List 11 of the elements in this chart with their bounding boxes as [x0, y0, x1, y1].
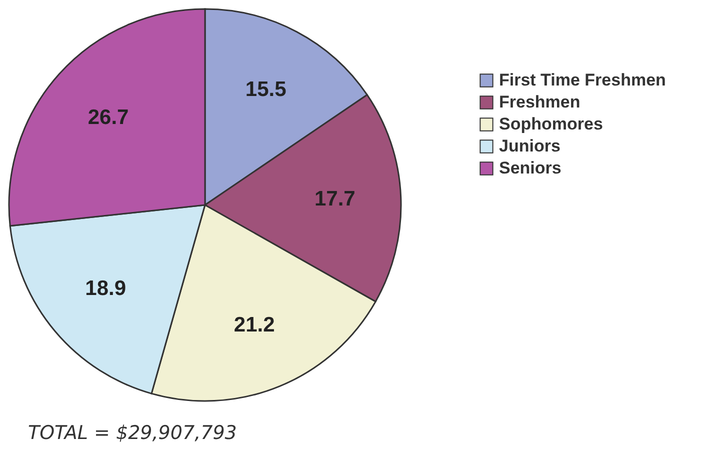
legend-label: First Time Freshmen: [499, 70, 666, 90]
data-label: 15.5: [245, 78, 287, 102]
text: TOTAL = $29,907,793: [28, 422, 237, 444]
legend-label: Freshmen: [499, 92, 580, 112]
legend-label: Seniors: [499, 158, 562, 178]
data-label: 18.9: [85, 276, 126, 300]
data-label: 17.7: [314, 188, 356, 211]
legend-label: Sophomores: [499, 114, 603, 134]
data-label: 21.2: [234, 313, 275, 336]
data-label: 26.7: [88, 106, 129, 130]
legend-label: Juniors: [499, 136, 560, 156]
